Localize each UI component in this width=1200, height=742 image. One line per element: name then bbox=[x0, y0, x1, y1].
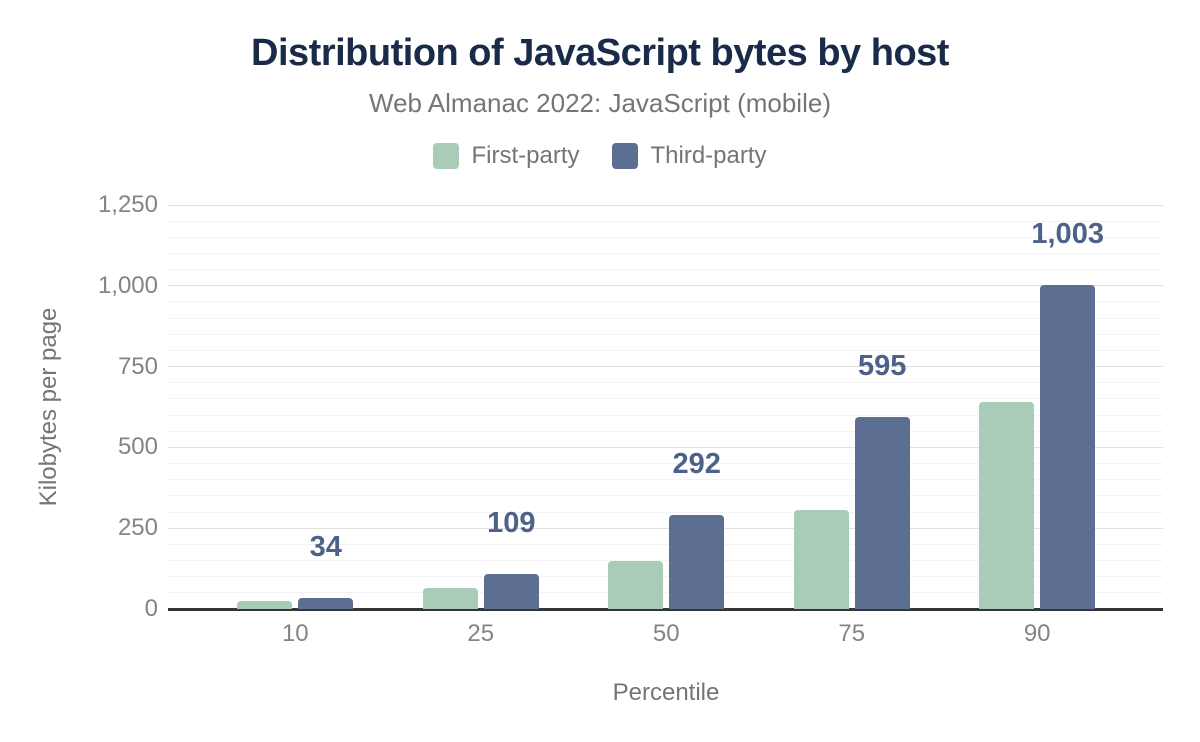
x-tick-label: 90 bbox=[1023, 620, 1051, 647]
y-tick-label: 500 bbox=[117, 433, 158, 461]
third-party-swatch-icon bbox=[612, 143, 639, 169]
minor-gridline bbox=[168, 269, 1163, 271]
y-tick-label: 1,000 bbox=[97, 271, 158, 299]
y-tick-label: 750 bbox=[117, 352, 158, 380]
legend-label-first-party: First-party bbox=[471, 142, 580, 169]
major-gridline bbox=[168, 204, 1163, 206]
chart-title: Distribution of JavaScript bytes by host bbox=[251, 32, 949, 74]
minor-gridline bbox=[168, 560, 1163, 562]
y-tick-label: 250 bbox=[117, 514, 158, 542]
major-gridline bbox=[168, 285, 1163, 287]
x-tick-label: 10 bbox=[281, 620, 309, 647]
minor-gridline bbox=[168, 430, 1163, 432]
data-label-p90: 1,003 bbox=[1031, 217, 1104, 250]
minor-gridline bbox=[168, 479, 1163, 481]
x-tick-label: 75 bbox=[838, 620, 866, 647]
minor-gridline bbox=[168, 576, 1163, 578]
minor-gridline bbox=[168, 301, 1163, 303]
minor-gridline bbox=[168, 333, 1163, 335]
x-tick-label: 25 bbox=[467, 620, 495, 647]
legend: First-party Third-party bbox=[0, 142, 1200, 170]
x-axis-title: Percentile bbox=[612, 679, 720, 706]
minor-gridline bbox=[168, 398, 1163, 400]
minor-gridline bbox=[168, 236, 1163, 238]
minor-gridline bbox=[168, 349, 1163, 351]
minor-gridline bbox=[168, 252, 1163, 254]
minor-gridline bbox=[168, 463, 1163, 465]
third-party-bar-p50 bbox=[669, 514, 725, 609]
minor-gridline bbox=[168, 495, 1163, 497]
data-label-p50: 292 bbox=[672, 447, 721, 480]
third-party-bar-p90 bbox=[1040, 284, 1096, 609]
x-axis-line bbox=[168, 608, 1163, 611]
x-tick-label: 50 bbox=[652, 620, 680, 647]
first-party-swatch-icon bbox=[433, 143, 460, 169]
first-party-bar-p25 bbox=[422, 587, 478, 609]
data-label-p25: 109 bbox=[487, 506, 536, 539]
third-party-bar-p25 bbox=[483, 573, 539, 609]
minor-gridline bbox=[168, 317, 1163, 319]
minor-gridline bbox=[168, 592, 1163, 594]
y-tick-label: 0 bbox=[144, 595, 158, 622]
minor-gridline bbox=[168, 220, 1163, 222]
minor-gridline bbox=[168, 511, 1163, 513]
legend-item-first-party: First-party bbox=[433, 142, 579, 170]
first-party-bar-p75 bbox=[793, 510, 849, 609]
chart-subtitle: Web Almanac 2022: JavaScript (mobile) bbox=[369, 88, 831, 118]
data-label-p10: 34 bbox=[309, 531, 342, 563]
legend-label-third-party: Third-party bbox=[650, 142, 767, 169]
data-label-p75: 595 bbox=[858, 349, 907, 382]
first-party-bar-p50 bbox=[608, 560, 664, 609]
first-party-bar-p90 bbox=[979, 402, 1035, 609]
third-party-bar-p75 bbox=[854, 416, 910, 609]
third-party-bar-p10 bbox=[298, 598, 354, 609]
major-gridline bbox=[168, 446, 1163, 448]
major-gridline bbox=[168, 366, 1163, 368]
major-gridline bbox=[168, 527, 1163, 529]
minor-gridline bbox=[168, 414, 1163, 416]
legend-item-third-party: Third-party bbox=[612, 142, 767, 170]
y-tick-label: 1,250 bbox=[97, 191, 158, 218]
minor-gridline bbox=[168, 543, 1163, 545]
minor-gridline bbox=[168, 382, 1163, 384]
first-party-bar-p10 bbox=[237, 600, 293, 609]
